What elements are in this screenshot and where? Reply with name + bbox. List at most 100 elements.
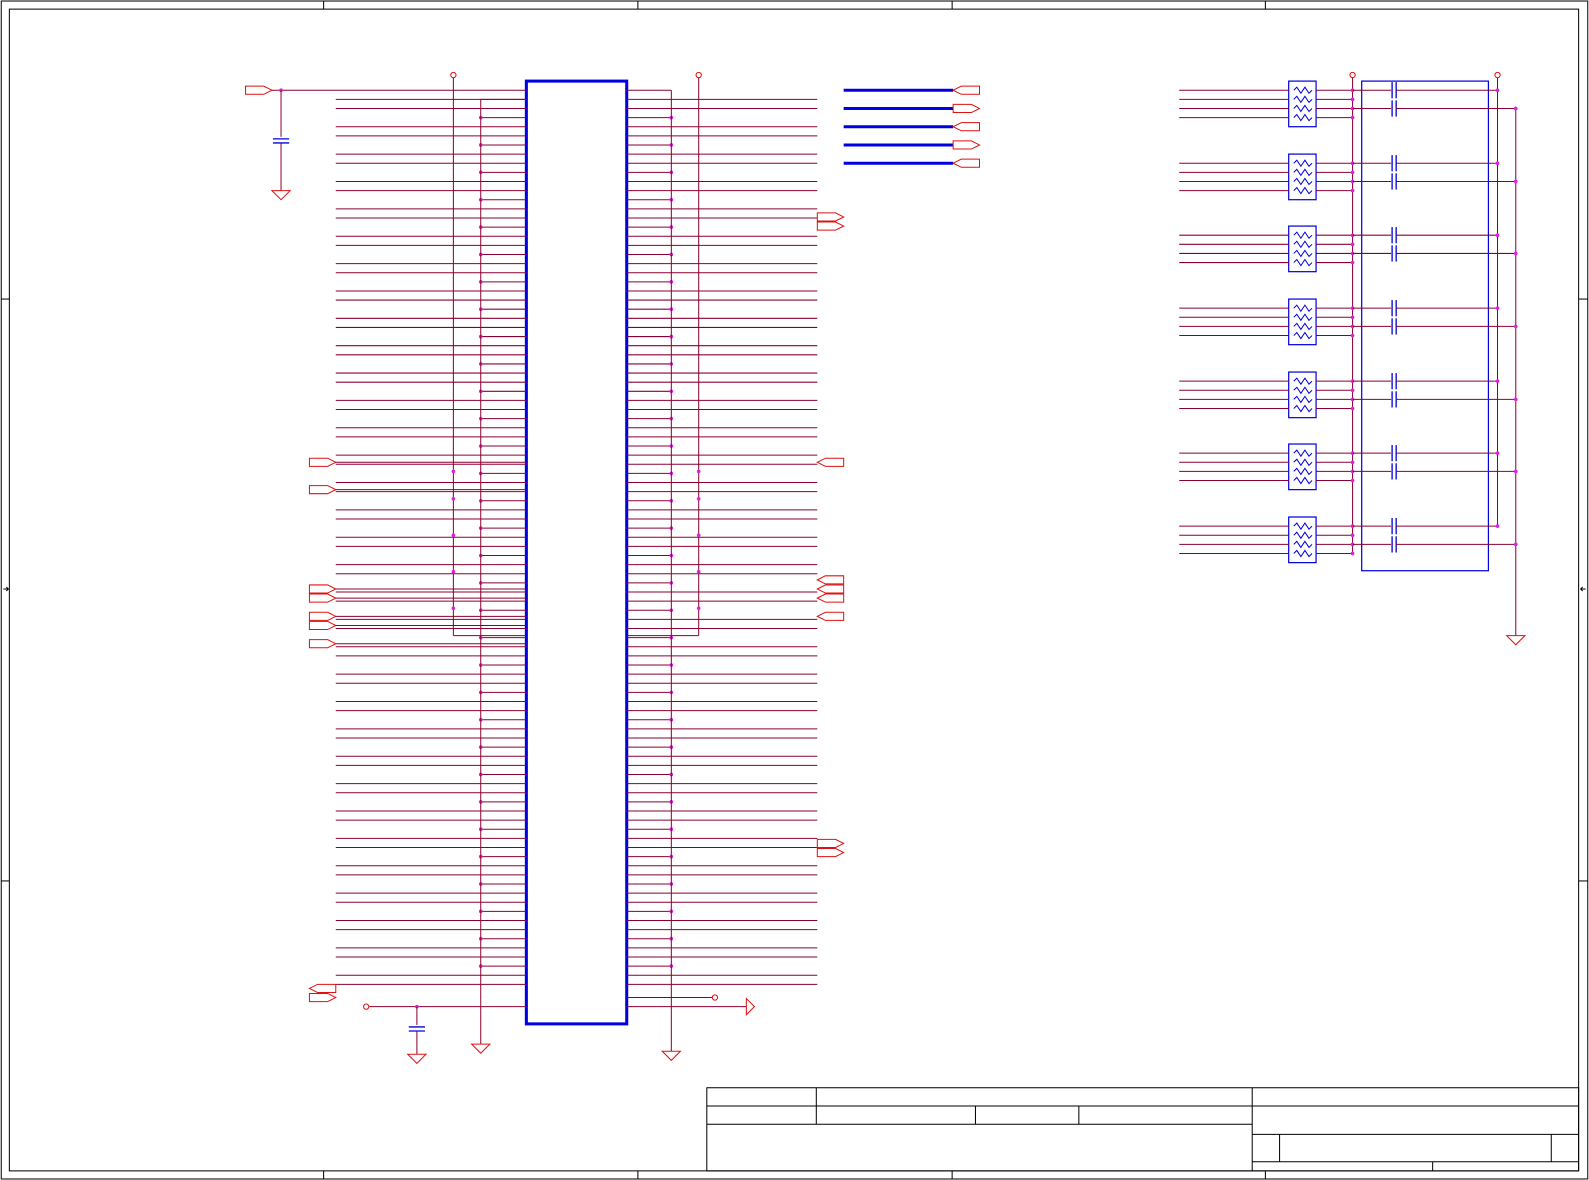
ground [470,1043,492,1054]
inner-frame [8,8,1580,1172]
junction [1350,115,1355,120]
junction [1495,306,1500,311]
resistor-pack [1288,225,1317,273]
resistor [1293,304,1313,313]
junction [1350,88,1355,93]
port [308,620,337,631]
power-pin [450,71,457,79]
resistor [1293,168,1313,177]
junction [1513,542,1518,547]
port [816,838,845,848]
port [816,593,845,603]
resistor [1293,104,1313,113]
resistor [1293,522,1313,531]
junction [1495,88,1500,93]
port [952,140,981,150]
resistor [1293,476,1313,485]
junction [696,469,701,474]
ground [745,997,756,1016]
resistor [1293,449,1313,458]
ground [660,1050,682,1062]
power-pin [1349,71,1356,79]
port [308,584,337,594]
resistor [1293,313,1313,322]
junction [279,88,283,93]
junction [1495,379,1500,383]
junction [1350,233,1355,238]
junction [1513,469,1518,474]
port [308,611,337,621]
junction [1350,533,1355,538]
junction [451,569,456,574]
resistor [1293,540,1313,549]
junction [1350,379,1355,383]
port [816,575,845,585]
power-pin [1494,71,1501,79]
junction [1350,170,1355,175]
ground [1505,635,1527,646]
main-ic [524,79,629,1026]
port [308,983,337,993]
port [308,593,337,603]
resistor-pack [1288,443,1317,491]
junction [696,533,701,538]
junction [1495,524,1500,528]
frame-arrow [3,586,10,592]
junction [451,496,456,501]
resistor [1293,113,1313,122]
junction [1350,460,1355,465]
ground [270,190,292,201]
junction [1350,388,1355,393]
resistor-pack [1288,153,1317,201]
power-pin [363,1003,370,1010]
port [308,457,337,467]
junction [1350,260,1355,265]
port [816,212,845,222]
port [816,847,845,858]
frame-arrow [1579,586,1586,592]
port [952,122,981,132]
junction [1350,315,1355,320]
port [245,85,274,95]
port [816,457,845,467]
junction [696,606,701,611]
junction [451,606,456,611]
resistor [1293,231,1313,240]
resistor [1293,159,1313,168]
junction [1495,161,1500,166]
junction [1350,106,1355,111]
title-block [706,1087,1580,1172]
port [952,158,981,168]
junction [696,569,701,574]
resistor [1293,240,1313,249]
resistor [1293,549,1313,558]
junction [1513,397,1518,402]
junction [1350,324,1355,329]
resistor [1293,331,1313,340]
junction [1350,242,1355,247]
junction [451,533,456,538]
resistor [1293,386,1313,395]
resistor-pack [1288,371,1317,419]
resistor-pack [1288,516,1317,564]
junction [1513,179,1518,184]
junction [1513,324,1518,329]
junction [451,469,456,474]
resistor [1293,186,1313,195]
port [952,103,981,114]
port [816,221,845,231]
junction [1350,478,1355,483]
junction [1495,451,1500,455]
power-pin [695,71,702,79]
port [952,85,981,95]
junction [1350,333,1355,338]
resistor [1293,404,1313,413]
resistor [1293,95,1313,104]
resistor-pack [1288,298,1317,346]
junction [1513,251,1518,256]
junction [1350,542,1355,547]
resistor [1293,458,1313,467]
junction [696,496,701,501]
